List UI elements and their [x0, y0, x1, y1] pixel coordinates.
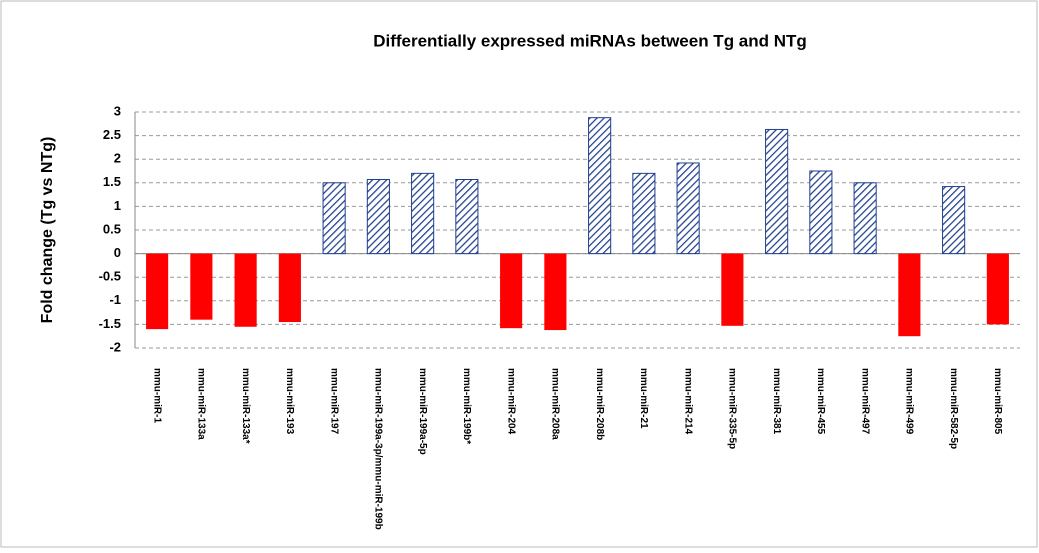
x-tick-label: mmu-miR-204 [505, 368, 516, 435]
bar [455, 178, 479, 255]
y-tick-label: 0.5 [103, 221, 121, 236]
y-tick-label: -1 [109, 292, 121, 307]
y-axis-label: Fold change (Tg vs NTg) [39, 137, 56, 324]
chart-title: Differentially expressed miRNAs between … [373, 31, 807, 50]
bar [234, 253, 257, 327]
bar [809, 170, 833, 255]
x-tick-label: mmu-miR-335-5p [727, 368, 738, 449]
y-tick-label: 1.5 [103, 174, 121, 189]
bar [676, 162, 700, 255]
bar [986, 253, 1009, 325]
x-tick-label: mmu-miR-455 [815, 368, 826, 435]
bar [898, 253, 921, 337]
x-tick-label: mmu-miR-208a [550, 368, 561, 440]
x-tick-label: mmu-miR-193 [284, 368, 295, 435]
x-tick-label: mmu-miR-582-5p [948, 368, 959, 449]
y-tick-label: 0 [114, 245, 121, 260]
bar [721, 253, 744, 326]
y-tick-label: 3 [114, 103, 121, 118]
bar [411, 172, 435, 255]
bar [190, 253, 213, 320]
x-tick-label: mmu-miR-21 [638, 368, 649, 429]
bar [500, 253, 523, 329]
x-tick-label: mmu-miR-499 [904, 368, 915, 435]
bar [366, 178, 390, 255]
bar [853, 182, 877, 255]
x-tick-label: mmu-miR-381 [771, 368, 782, 435]
y-tick-label: 2.5 [103, 127, 121, 142]
x-tick-label: mmu-miR-199a-5p [417, 368, 428, 455]
x-tick-label: mmu-miR-199b* [461, 368, 472, 444]
x-tick-label: mmu-miR-197 [328, 368, 339, 435]
bar [632, 172, 656, 255]
bar [322, 182, 346, 255]
bar [544, 253, 567, 331]
bar [146, 253, 169, 330]
x-tick-label: mmu-miR-133a [196, 368, 207, 440]
x-tick-label: mmu-miR-208b [594, 368, 605, 440]
x-tick-label: mmu-miR-133a* [240, 368, 251, 444]
x-tick-label: mmu-miR-214 [682, 368, 693, 435]
bar [588, 117, 612, 255]
bar [942, 186, 966, 255]
x-tick-label: mmu-miR-199a-3p/mmu-miR-199b [373, 368, 384, 530]
y-tick-label: -0.5 [99, 269, 121, 284]
bar [278, 253, 301, 323]
x-tick-label: mmu-miR-1 [151, 368, 162, 423]
y-tick-label: -1.5 [99, 316, 121, 331]
x-tick-label: mmu-miR-497 [859, 368, 870, 435]
y-tick-label: -2 [109, 339, 121, 354]
x-tick-label: mmu-miR-805 [992, 368, 1003, 435]
y-tick-label: 2 [114, 151, 121, 166]
bar [765, 128, 789, 255]
y-tick-label: 1 [114, 198, 121, 213]
